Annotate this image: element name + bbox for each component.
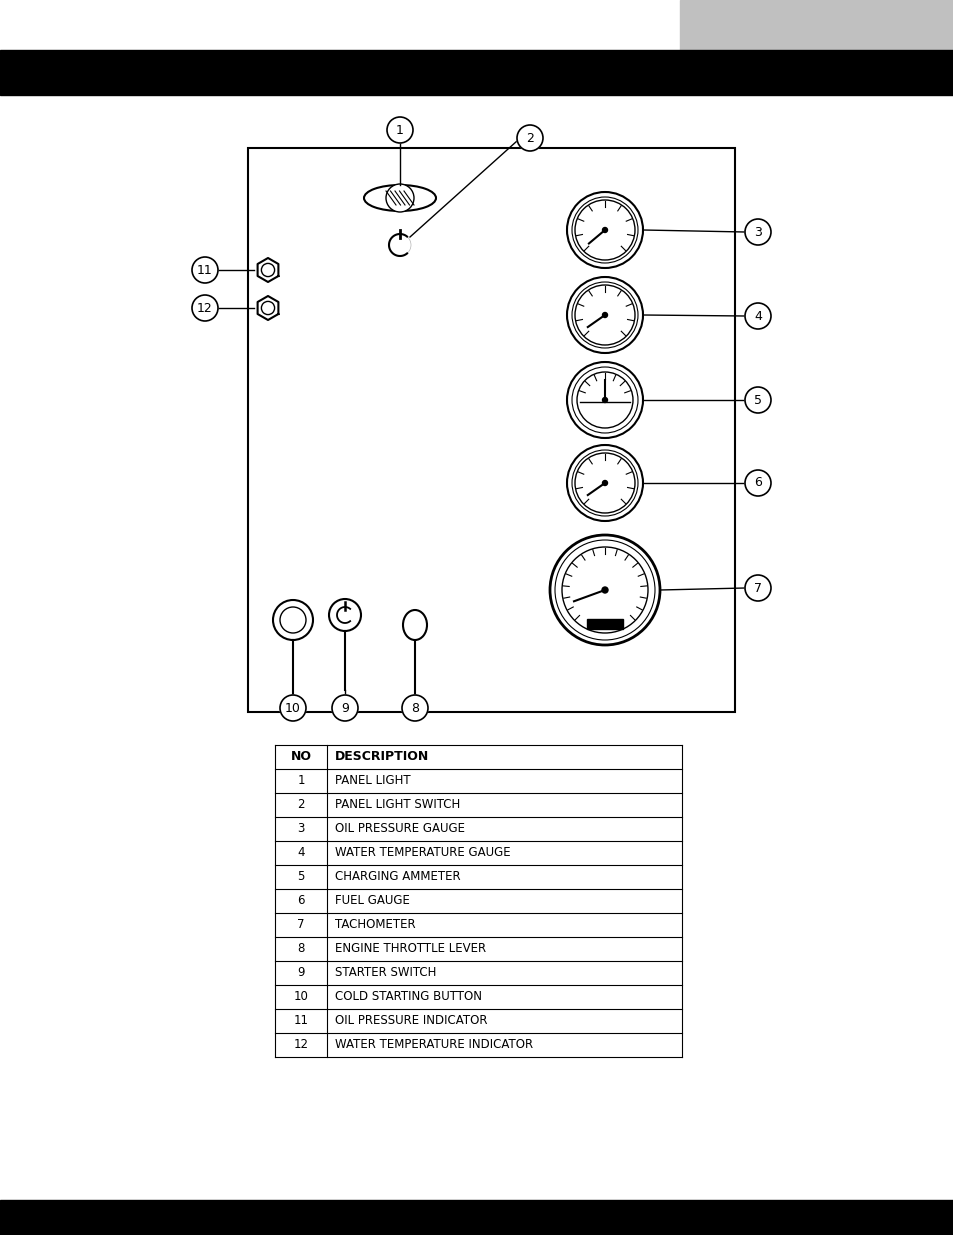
Text: 11: 11 <box>197 263 213 277</box>
Text: 3: 3 <box>753 226 761 238</box>
Text: OIL PRESSURE GAUGE: OIL PRESSURE GAUGE <box>335 823 464 836</box>
Text: 7: 7 <box>753 582 761 594</box>
Text: OIL PRESSURE INDICATOR: OIL PRESSURE INDICATOR <box>335 1014 487 1028</box>
Circle shape <box>401 695 428 721</box>
Circle shape <box>273 600 313 640</box>
Circle shape <box>387 117 413 143</box>
Bar <box>0 1200 953 1235</box>
Text: ENGINE THROTTLE LEVER: ENGINE THROTTLE LEVER <box>335 942 486 956</box>
Ellipse shape <box>364 185 436 211</box>
Text: TACHOMETER: TACHOMETER <box>335 919 416 931</box>
Circle shape <box>744 576 770 601</box>
Text: PANEL LIGHT SWITCH: PANEL LIGHT SWITCH <box>335 799 459 811</box>
Text: FUEL GAUGE: FUEL GAUGE <box>335 894 410 908</box>
Text: 6: 6 <box>753 477 761 489</box>
Circle shape <box>561 547 647 634</box>
Text: DESCRIPTION: DESCRIPTION <box>335 751 429 763</box>
Text: 3: 3 <box>297 823 304 836</box>
Text: 8: 8 <box>411 701 418 715</box>
Text: 4: 4 <box>297 846 304 860</box>
Bar <box>0 49 953 95</box>
Text: 1: 1 <box>297 774 304 788</box>
Circle shape <box>386 184 414 212</box>
Circle shape <box>329 599 360 631</box>
Circle shape <box>577 372 633 429</box>
Circle shape <box>517 125 542 151</box>
Circle shape <box>744 471 770 496</box>
Text: PANEL LIGHT: PANEL LIGHT <box>335 774 410 788</box>
Bar <box>679 0 953 49</box>
Text: 5: 5 <box>297 871 304 883</box>
Text: 10: 10 <box>294 990 308 1004</box>
Text: 12: 12 <box>294 1039 308 1051</box>
Circle shape <box>192 295 218 321</box>
Circle shape <box>744 387 770 412</box>
Circle shape <box>602 312 607 317</box>
Text: 4: 4 <box>753 310 761 322</box>
Circle shape <box>601 587 607 593</box>
Text: STARTER SWITCH: STARTER SWITCH <box>335 967 436 979</box>
Text: 1: 1 <box>395 124 403 137</box>
Text: 10: 10 <box>285 701 300 715</box>
Text: 11: 11 <box>294 1014 308 1028</box>
Circle shape <box>280 695 306 721</box>
Circle shape <box>575 453 635 513</box>
Circle shape <box>602 480 607 485</box>
Bar <box>274 745 681 1057</box>
Text: 8: 8 <box>297 942 304 956</box>
Circle shape <box>602 398 607 403</box>
Text: 6: 6 <box>297 894 304 908</box>
Circle shape <box>253 256 282 284</box>
Circle shape <box>744 219 770 245</box>
Text: 2: 2 <box>525 131 534 144</box>
Ellipse shape <box>402 610 427 640</box>
Text: NO: NO <box>291 751 312 763</box>
Circle shape <box>575 200 635 261</box>
Circle shape <box>332 695 357 721</box>
Circle shape <box>744 303 770 329</box>
Bar <box>248 148 734 713</box>
Circle shape <box>575 285 635 345</box>
Text: WATER TEMPERATURE INDICATOR: WATER TEMPERATURE INDICATOR <box>335 1039 533 1051</box>
Text: 7: 7 <box>297 919 304 931</box>
Bar <box>586 619 622 629</box>
Text: 9: 9 <box>341 701 349 715</box>
Text: COLD STARTING BUTTON: COLD STARTING BUTTON <box>335 990 481 1004</box>
Circle shape <box>602 227 607 232</box>
Text: CHARGING AMMETER: CHARGING AMMETER <box>335 871 460 883</box>
Text: 12: 12 <box>197 301 213 315</box>
Text: 5: 5 <box>753 394 761 406</box>
Text: 9: 9 <box>297 967 304 979</box>
Text: 2: 2 <box>297 799 304 811</box>
Circle shape <box>253 294 282 322</box>
Circle shape <box>192 257 218 283</box>
Text: WATER TEMPERATURE GAUGE: WATER TEMPERATURE GAUGE <box>335 846 510 860</box>
